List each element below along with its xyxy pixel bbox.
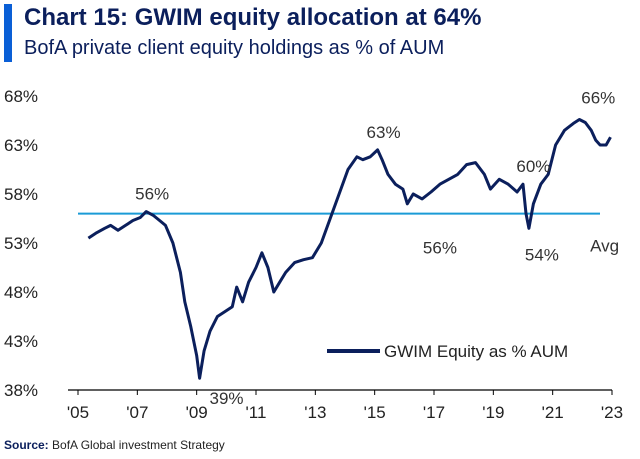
title-accent-bar [4, 4, 12, 62]
x-tick-label: '13 [304, 403, 326, 422]
annotations: 56% 39% 63% 56% 60% 54% 66% Avg [135, 89, 619, 409]
x-tick-label: '15 [364, 403, 386, 422]
x-tick-label: '23 [601, 403, 623, 422]
x-tick-label: '09 [186, 403, 208, 422]
x-tick-label: '11 [246, 403, 267, 422]
annotation-label: Avg [590, 237, 619, 256]
x-tick-label: '07 [126, 403, 148, 422]
chart-area: 38% 43% 48% 53% 58% 63% 68% '05 '07 '09 '11 '13 '15… [4, 87, 623, 422]
y-tick-label: 53% [4, 234, 38, 253]
annotation-label: 66% [581, 89, 615, 108]
y-tick-label: 43% [4, 332, 38, 351]
y-tick-label: 38% [4, 381, 38, 400]
x-tick-label: '05 [67, 403, 89, 422]
legend: GWIM Equity as % AUM [327, 342, 568, 361]
x-tick-label: '19 [482, 403, 504, 422]
y-axis: 38% 43% 48% 53% 58% 63% 68% [4, 87, 38, 400]
x-tick-label: '21 [542, 403, 564, 422]
x-tick-label: '17 [423, 403, 445, 422]
y-tick-label: 63% [4, 136, 38, 155]
y-tick-label: 48% [4, 283, 38, 302]
series-line-gwim-equity [87, 118, 612, 380]
legend-label: GWIM Equity as % AUM [384, 342, 568, 361]
annotation-label: 63% [367, 123, 401, 142]
annotation-label: 56% [423, 239, 457, 258]
source-label: Source: [4, 438, 49, 452]
source-note: Source: BofA Global investment Strategy [4, 438, 225, 452]
source-text: BofA Global investment Strategy [52, 438, 225, 452]
y-tick-label: 68% [4, 87, 38, 106]
annotation-label: 60% [516, 157, 550, 176]
annotation-label: 54% [525, 245, 559, 264]
annotation-label: 56% [135, 185, 169, 204]
x-tick-labels: '05 '07 '09 '11 '13 '15 '17 '19 '21 '23 [67, 403, 623, 422]
y-tick-label: 58% [4, 185, 38, 204]
chart-title: Chart 15: GWIM equity allocation at 64% [24, 4, 482, 31]
annotation-label: 39% [210, 389, 244, 408]
chart-subtitle: BofA private client equity holdings as %… [24, 37, 445, 59]
x-axis [68, 389, 613, 395]
